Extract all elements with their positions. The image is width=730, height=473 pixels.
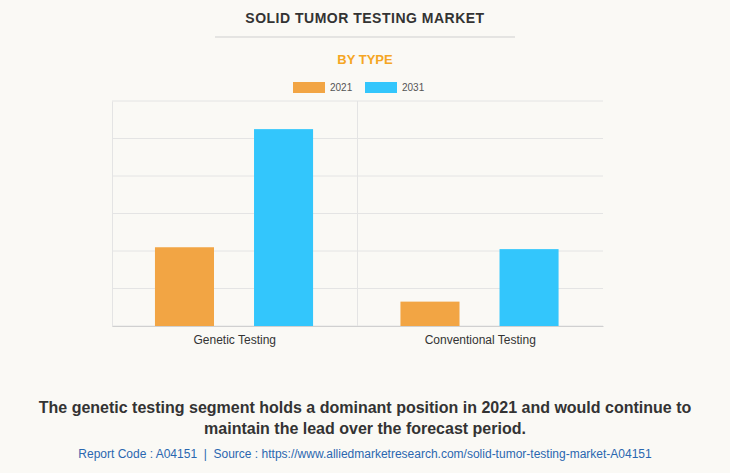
x-tick-label: Genetic Testing <box>194 333 277 347</box>
category-separator <box>357 101 358 326</box>
source: Report Code : A04151 | Source : https://… <box>0 447 730 461</box>
bar <box>400 302 459 326</box>
caption: The genetic testing segment holds a domi… <box>30 397 700 439</box>
bar <box>155 247 214 326</box>
subtitle: BY TYPE <box>337 52 393 67</box>
x-axis: Genetic Testing Conventional Testing <box>113 326 604 347</box>
legend-swatch <box>365 82 397 93</box>
legend: 2021 2031 <box>293 82 425 93</box>
title: SOLID TUMOR TESTING MARKET <box>245 10 484 26</box>
x-tick: Conventional Testing <box>425 326 536 347</box>
y-axis-line <box>112 102 113 327</box>
y-axis <box>112 102 114 327</box>
bar <box>500 249 559 326</box>
x-tick-label: Conventional Testing <box>425 333 536 347</box>
grid <box>112 101 603 326</box>
legend-swatch <box>293 82 325 93</box>
title-rule <box>215 37 515 38</box>
bars <box>155 129 559 326</box>
legend-label: 2031 <box>402 82 425 93</box>
legend-label: 2021 <box>330 82 353 93</box>
bar <box>254 129 313 326</box>
x-tick: Genetic Testing <box>194 326 277 347</box>
x-axis-line <box>113 326 604 327</box>
